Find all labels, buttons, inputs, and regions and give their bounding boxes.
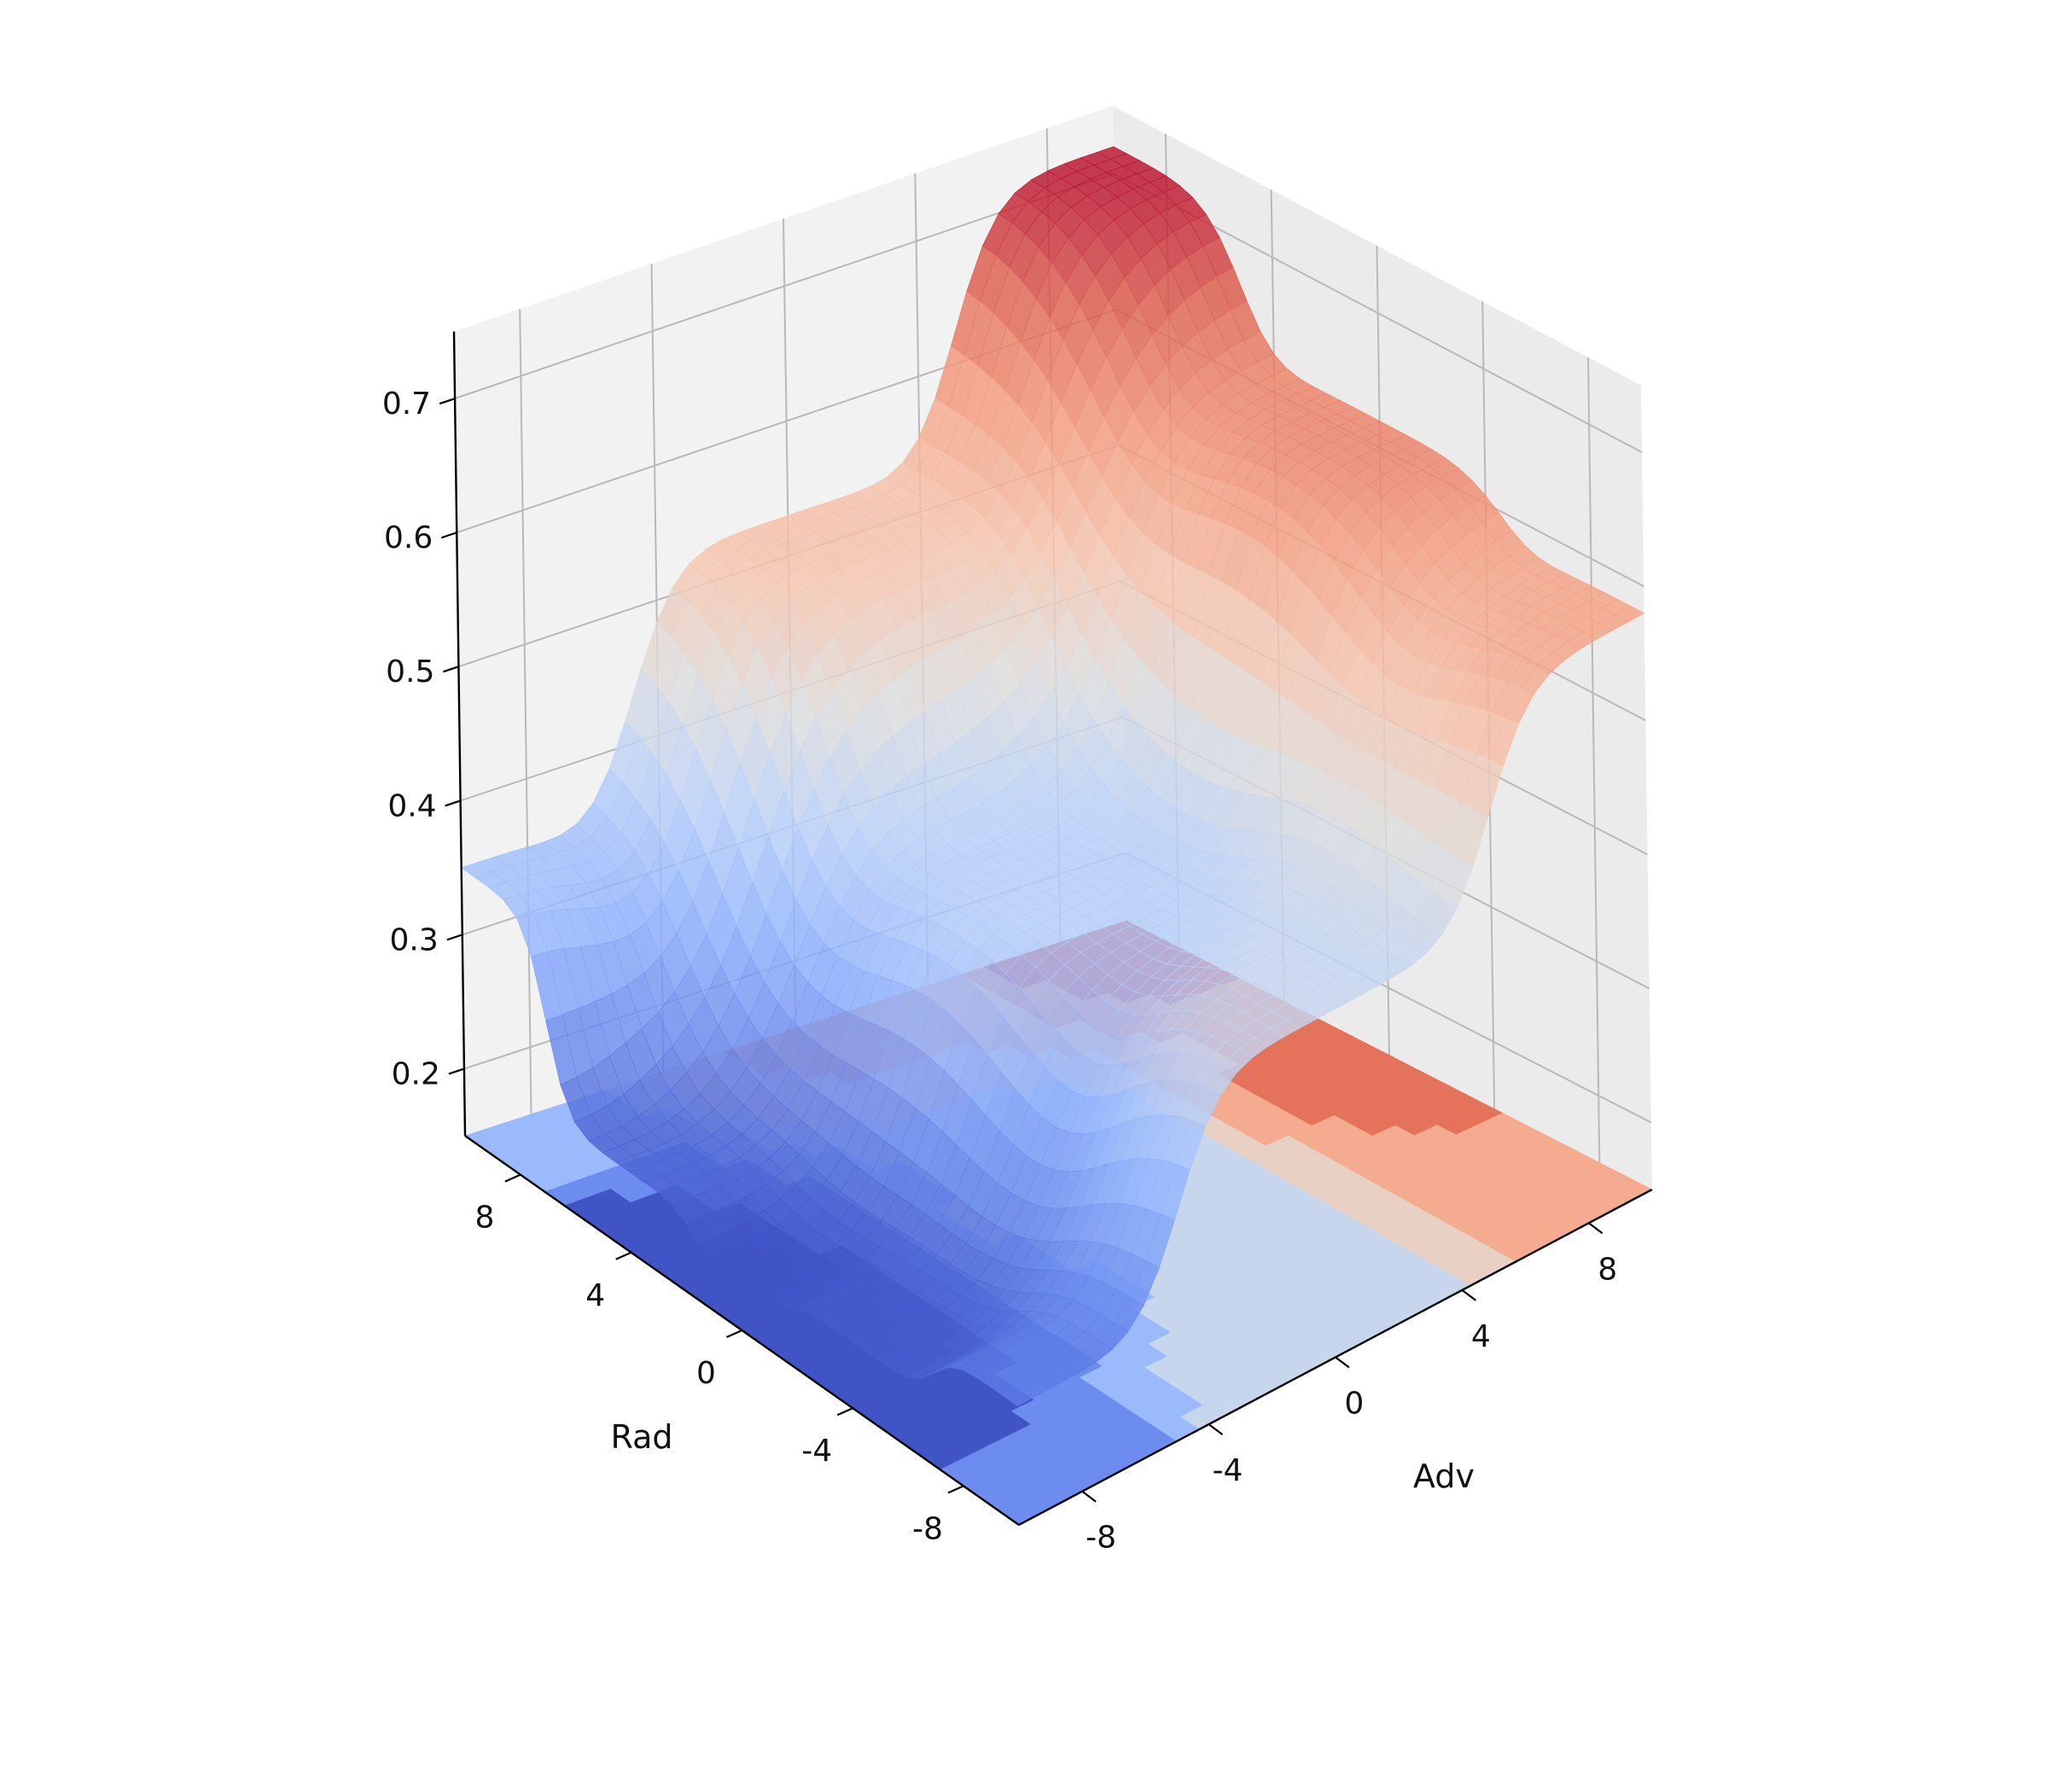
z-tick-label-0: 0.2 (392, 1056, 440, 1091)
x-tick-label-0: -8 (1085, 1521, 1116, 1556)
x-tick-mark-2 (1335, 1356, 1350, 1369)
x-tick-label-1: -4 (1213, 1453, 1243, 1488)
y-tick-label-4: 8 (474, 1201, 494, 1236)
z-tick-label-5: 0.7 (382, 387, 431, 422)
z-tick-mark-5 (439, 397, 456, 405)
x-axis-label: Adv (1413, 1457, 1475, 1495)
y-tick-label-2: 0 (696, 1356, 716, 1391)
x-tick-mark-0 (1081, 1490, 1097, 1503)
y-tick-mark-3 (615, 1251, 632, 1260)
z-tick-mark-3 (443, 666, 459, 673)
surface-facet (1003, 1387, 1034, 1406)
z-tick-mark-2 (445, 800, 461, 807)
z-tick-label-2: 0.4 (387, 788, 436, 823)
y-tick-mark-0 (947, 1485, 964, 1494)
z-tick-label-3: 0.5 (386, 655, 434, 689)
x-tick-label-2: 0 (1345, 1387, 1364, 1422)
z-tick-mark-1 (446, 934, 463, 941)
z-tick-label-1: 0.3 (389, 922, 438, 957)
x-tick-mark-4 (1588, 1222, 1603, 1235)
x-tick-mark-3 (1461, 1289, 1477, 1301)
x-tick-label-4: 8 (1597, 1252, 1617, 1287)
tick-labels: -8 -4 0 4 8 -8 -4 0 4 8 0.2 0.3 0.4 0.5 0.6 0.7 (382, 387, 1617, 1556)
y-tick-mark-2 (726, 1329, 742, 1339)
y-tick-label-0: -8 (912, 1511, 943, 1546)
y-tick-label-3: 4 (585, 1278, 605, 1313)
x-tick-mark-1 (1207, 1423, 1224, 1435)
y-axis-label: Rad (611, 1418, 673, 1456)
y-tick-mark-4 (504, 1173, 521, 1183)
surface-mesh (461, 146, 1645, 1406)
z-tick-mark-4 (440, 532, 457, 539)
z-tick-mark-0 (448, 1068, 465, 1075)
x-tick-label-3: 4 (1471, 1319, 1491, 1354)
y-tick-mark-1 (836, 1407, 853, 1417)
z-tick-label-4: 0.6 (384, 521, 433, 556)
y-tick-label-1: -4 (801, 1434, 832, 1469)
z-axis-line (452, 331, 467, 1137)
